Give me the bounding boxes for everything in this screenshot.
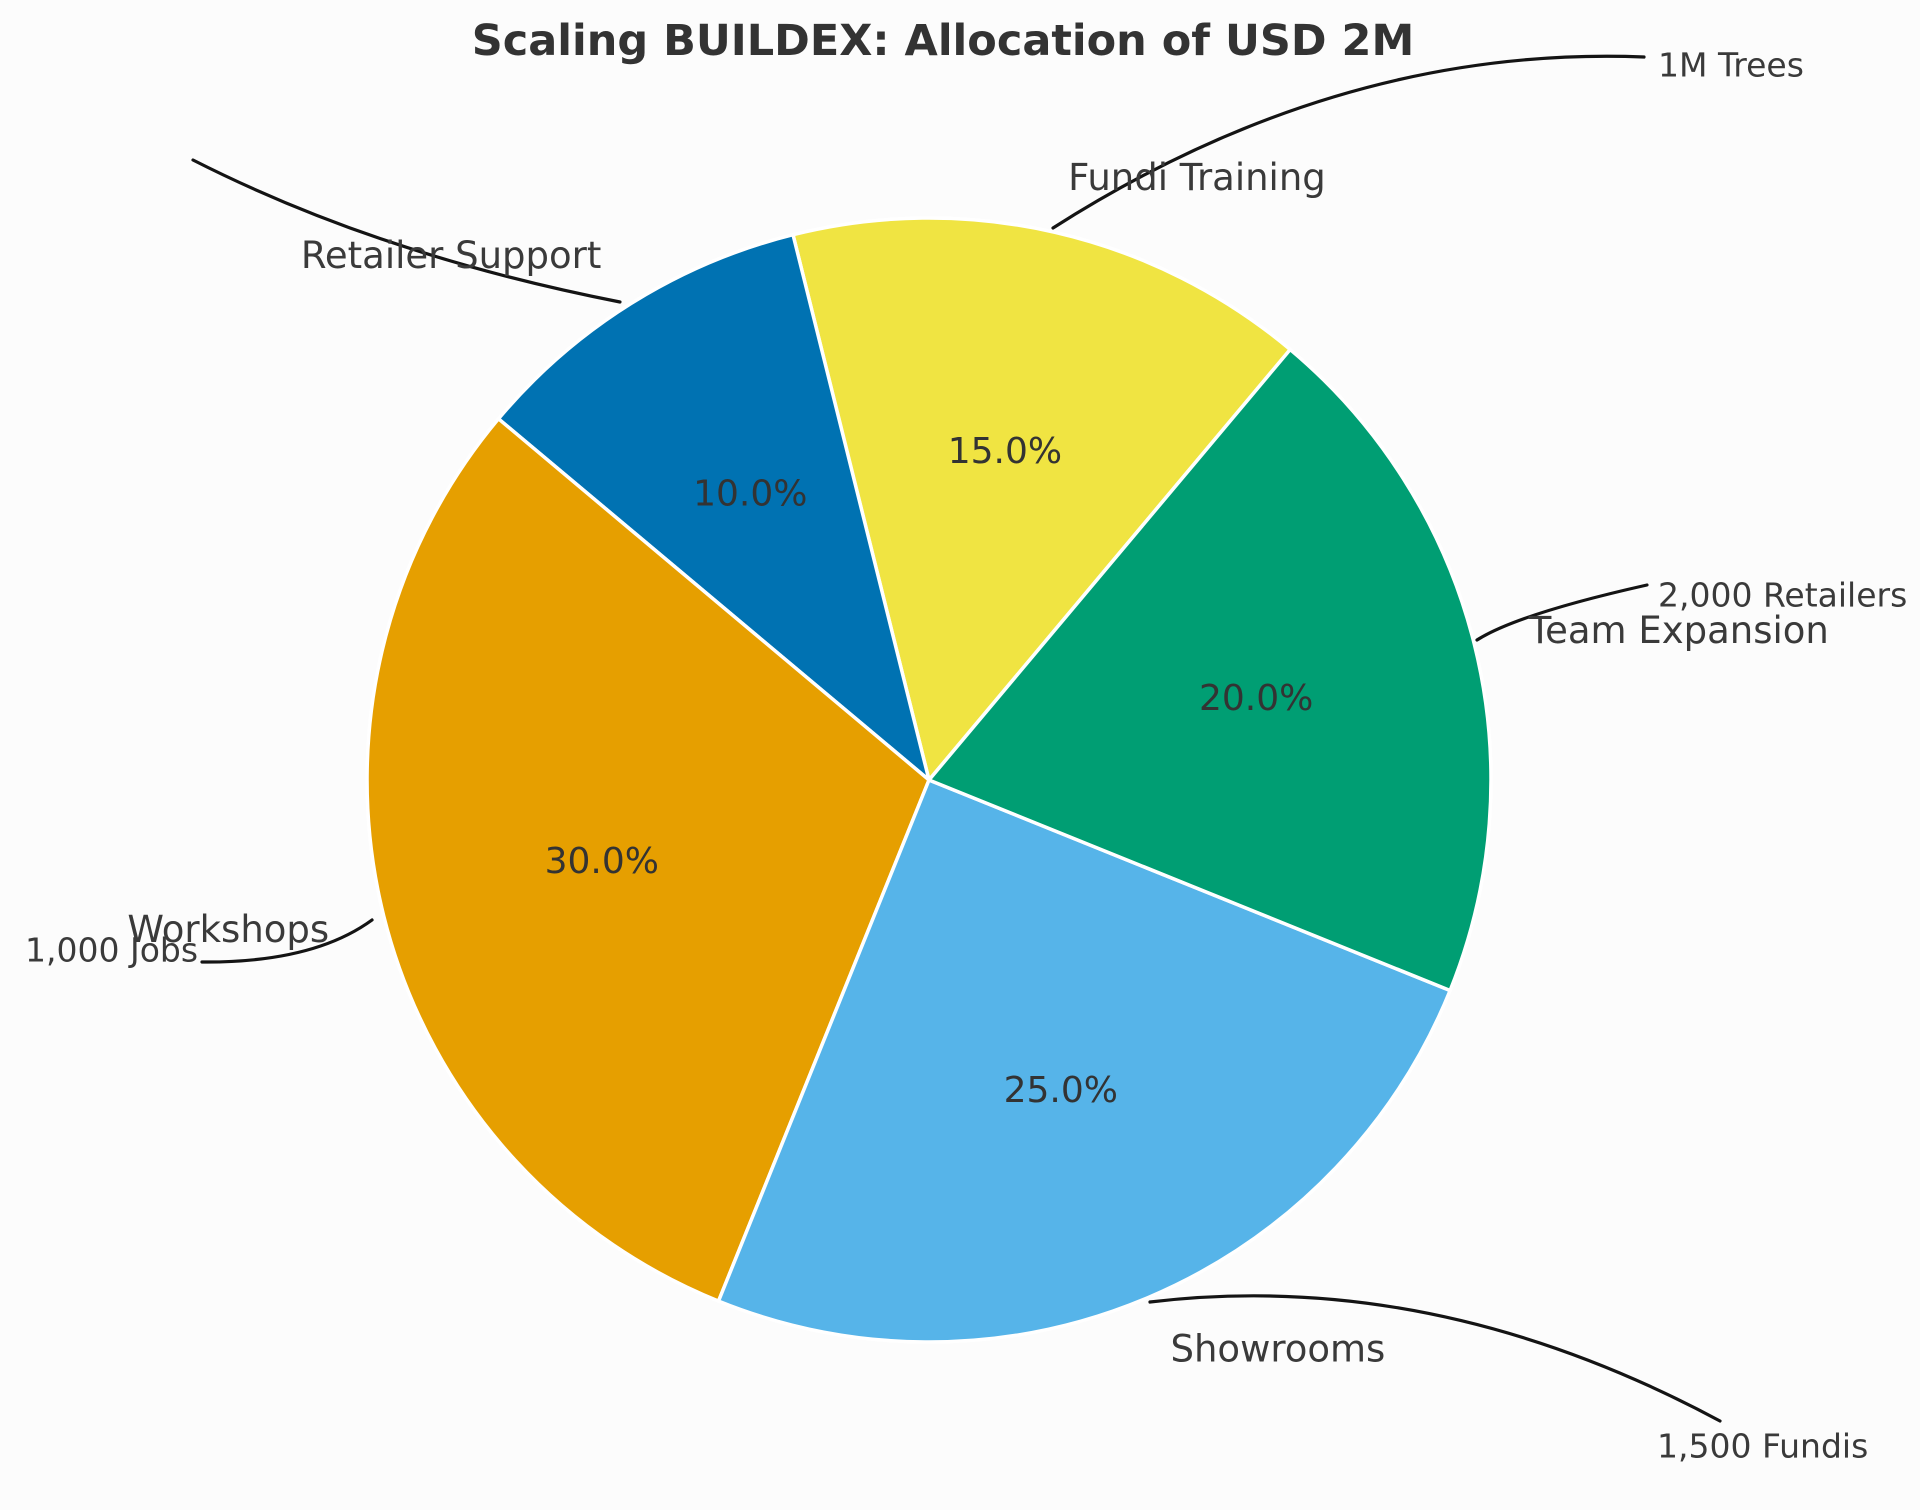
slice-label-team-expansion: Team Expansion (1528, 609, 1829, 652)
pct-label-workshops: 30.0% (545, 841, 659, 882)
slice-label-retailer-support: Retailer Support (301, 234, 602, 277)
annotation-label-1m-trees: 1M Trees (1658, 46, 1804, 85)
pie-slice-team-expansion (927, 347, 1493, 993)
chart-title: Scaling BUILDEX: Allocation of USD 2M (472, 16, 1415, 66)
pct-label-retailer-support: 10.0% (693, 474, 807, 515)
annotation-arrows (191, 54, 1722, 1423)
slice-labels: Fundi Training Retailer Support Workshops S… (127, 156, 1829, 1371)
pie-slice-workshops (365, 417, 931, 1303)
annotation-labels: 1M Trees 2,000 Retailers 1,000 Jobs 1,500 F… (25, 46, 1907, 1466)
annotation-label-1-500-fundis: 1,500 Fundis (1657, 1427, 1868, 1466)
annotation-label-2-000-retailers: 2,000 Retailers (1658, 576, 1907, 615)
annotation-arrow-team-expansion (1475, 583, 1649, 642)
annotation-arrow-fundi-training (1051, 54, 1646, 230)
annotation-arrow-showrooms (1148, 1294, 1722, 1423)
pct-label-showrooms: 25.0% (1004, 1070, 1118, 1111)
annotation-label-1-000-jobs: 1,000 Jobs (25, 931, 198, 970)
percentage-labels: 15.0% 10.0% 30.0% 25.0% 20.0% (545, 431, 1314, 1111)
pie-slice-fundi-training (791, 216, 1292, 782)
slice-label-workshops: Workshops (127, 908, 329, 951)
pie-wedges (365, 216, 1493, 1344)
pie-slice-retailer-support (496, 232, 931, 782)
annotation-arrow-retailer-support (191, 158, 622, 304)
slice-label-showrooms: Showrooms (1171, 1328, 1386, 1371)
pie-slice-showrooms (716, 778, 1452, 1344)
slice-label-fundi-training: Fundi Training (1068, 156, 1326, 199)
pct-label-team-expansion: 20.0% (1199, 678, 1313, 719)
pct-label-fundi-training: 15.0% (948, 431, 1062, 472)
annotation-arrow-workshops (200, 918, 374, 964)
